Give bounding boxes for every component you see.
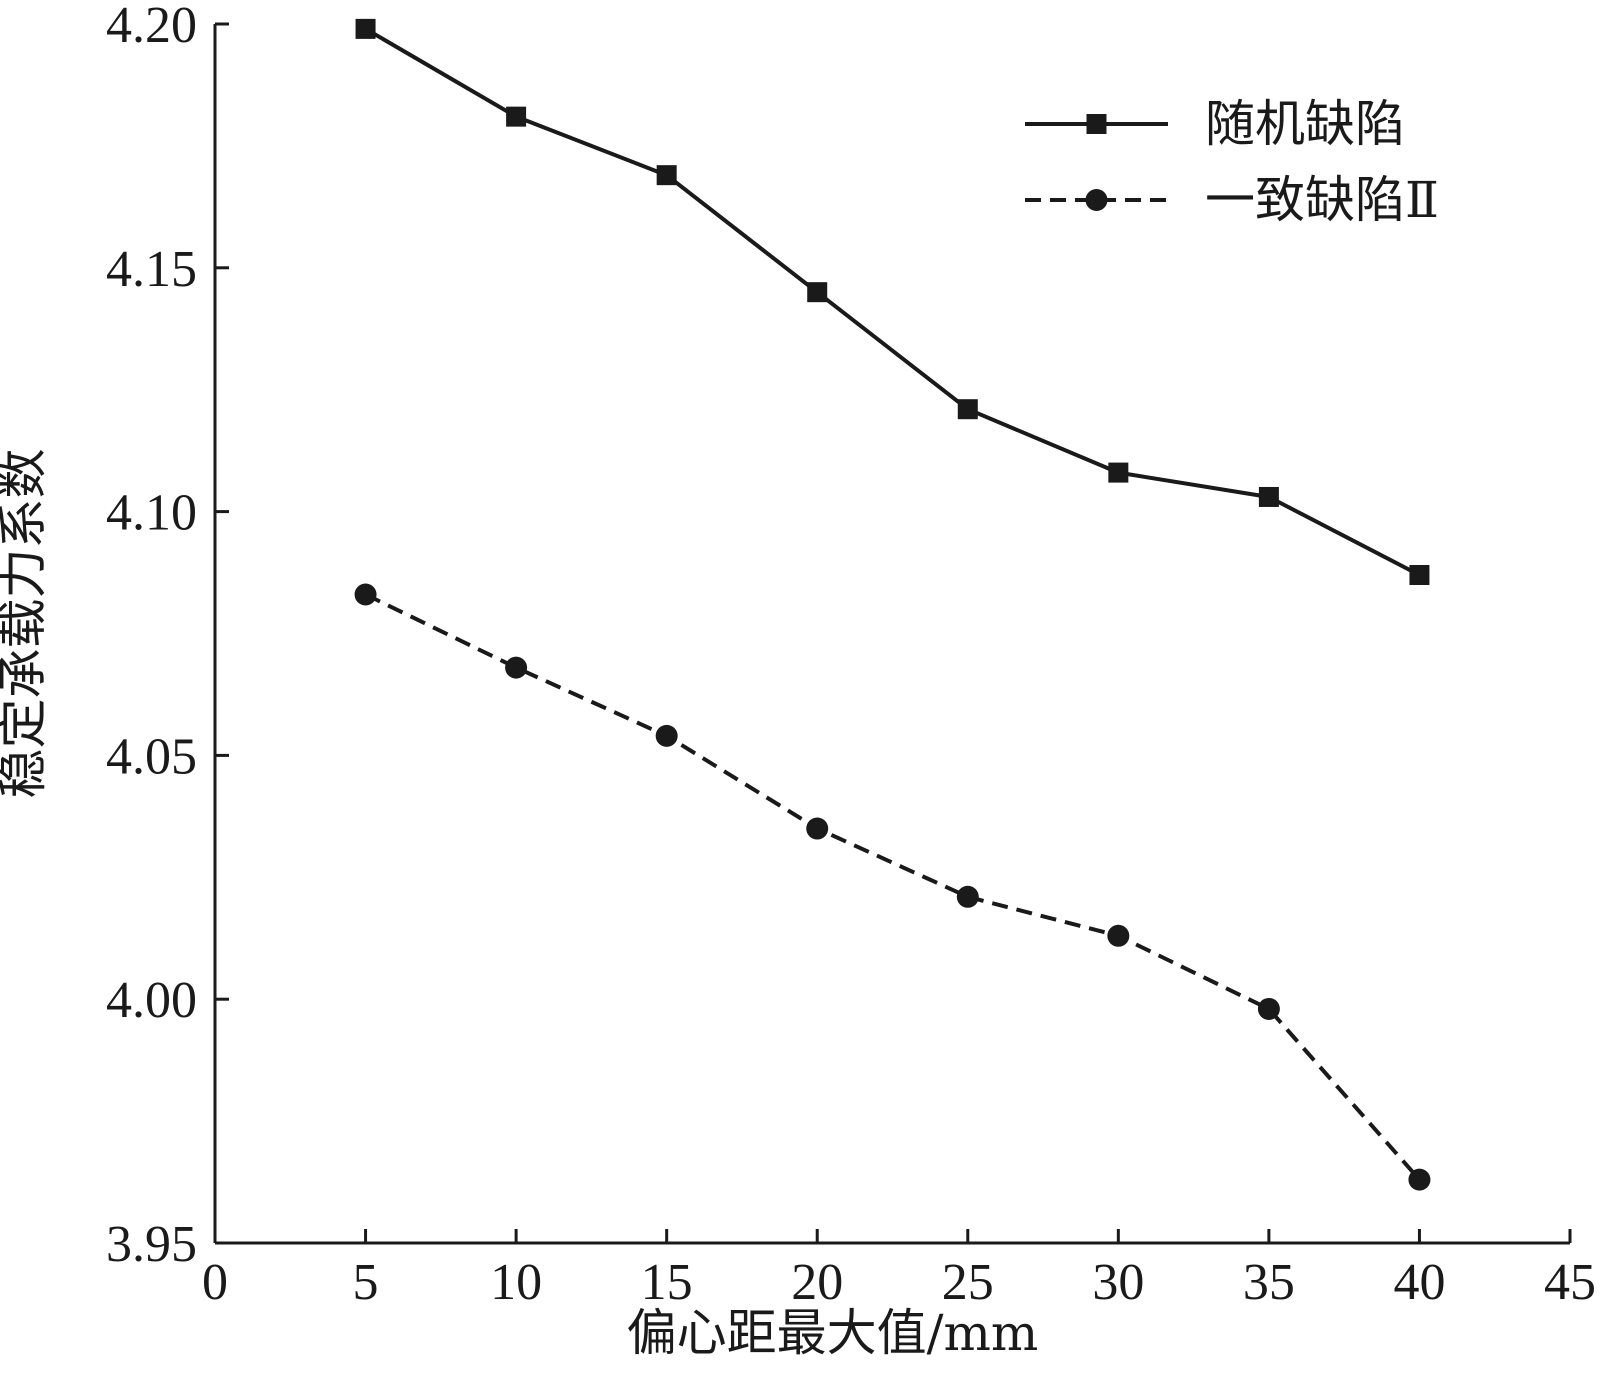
legend-item-random-defect: 随机缺陷 — [1025, 95, 1405, 153]
y-tick-label: 3.95 — [106, 1216, 197, 1273]
y-tick-label: 4.10 — [106, 485, 197, 542]
data-point — [1409, 564, 1430, 585]
data-point — [1408, 1168, 1431, 1191]
legend-label-random-defect: 随机缺陷 — [1205, 95, 1405, 153]
x-tick-label: 5 — [353, 1254, 379, 1311]
data-point — [355, 18, 376, 39]
x-ticks: 0 5 10 15 20 25 30 35 40 45 — [202, 1229, 1596, 1311]
data-point — [354, 583, 377, 606]
series-line — [364, 592, 1421, 1181]
data-point — [806, 817, 829, 840]
x-tick-label: 35 — [1243, 1254, 1295, 1311]
axes — [213, 24, 1570, 1245]
x-tick-label: 15 — [641, 1254, 693, 1311]
data-point — [1258, 486, 1279, 507]
series-layer — [354, 18, 1431, 1191]
legend-marker-square — [1086, 114, 1107, 134]
x-tick-label: 0 — [202, 1254, 228, 1311]
data-point — [506, 106, 527, 127]
y-axis-title: 稳定承载力系数 — [0, 449, 52, 799]
series-line — [364, 27, 1421, 577]
data-point — [957, 399, 978, 420]
data-point — [956, 885, 979, 908]
data-point — [1257, 997, 1280, 1020]
data-point — [656, 165, 677, 186]
legend: 随机缺陷 一致缺陷Ⅱ — [1025, 95, 1439, 229]
x-tick-label: 30 — [1092, 1254, 1144, 1311]
y-tick-label: 4.20 — [106, 0, 197, 54]
x-axis-title: 偏心距最大值/mm — [627, 1304, 1039, 1362]
data-point — [1107, 924, 1130, 947]
x-tick-label: 10 — [490, 1254, 542, 1311]
series-random-defect — [355, 18, 1430, 585]
legend-item-consistent-defect-2: 一致缺陷Ⅱ — [1025, 171, 1439, 229]
y-ticks: 3.95 4.00 4.05 4.10 4.15 4.20 — [106, 0, 229, 1273]
y-tick-label: 4.15 — [106, 241, 197, 298]
x-tick-label: 25 — [942, 1254, 994, 1311]
series-consistent-defect-2 — [354, 583, 1431, 1191]
legend-marker-circle — [1085, 189, 1108, 211]
y-tick-label: 4.00 — [106, 972, 197, 1029]
legend-label-consistent-defect-2: 一致缺陷Ⅱ — [1205, 171, 1439, 229]
x-tick-label: 40 — [1393, 1254, 1445, 1311]
data-point — [655, 724, 678, 747]
x-tick-label: 45 — [1544, 1254, 1596, 1311]
x-tick-label: 20 — [791, 1254, 843, 1311]
data-point — [505, 656, 528, 679]
y-tick-label: 4.05 — [106, 728, 197, 785]
data-point — [1108, 462, 1129, 483]
data-point — [807, 282, 828, 303]
